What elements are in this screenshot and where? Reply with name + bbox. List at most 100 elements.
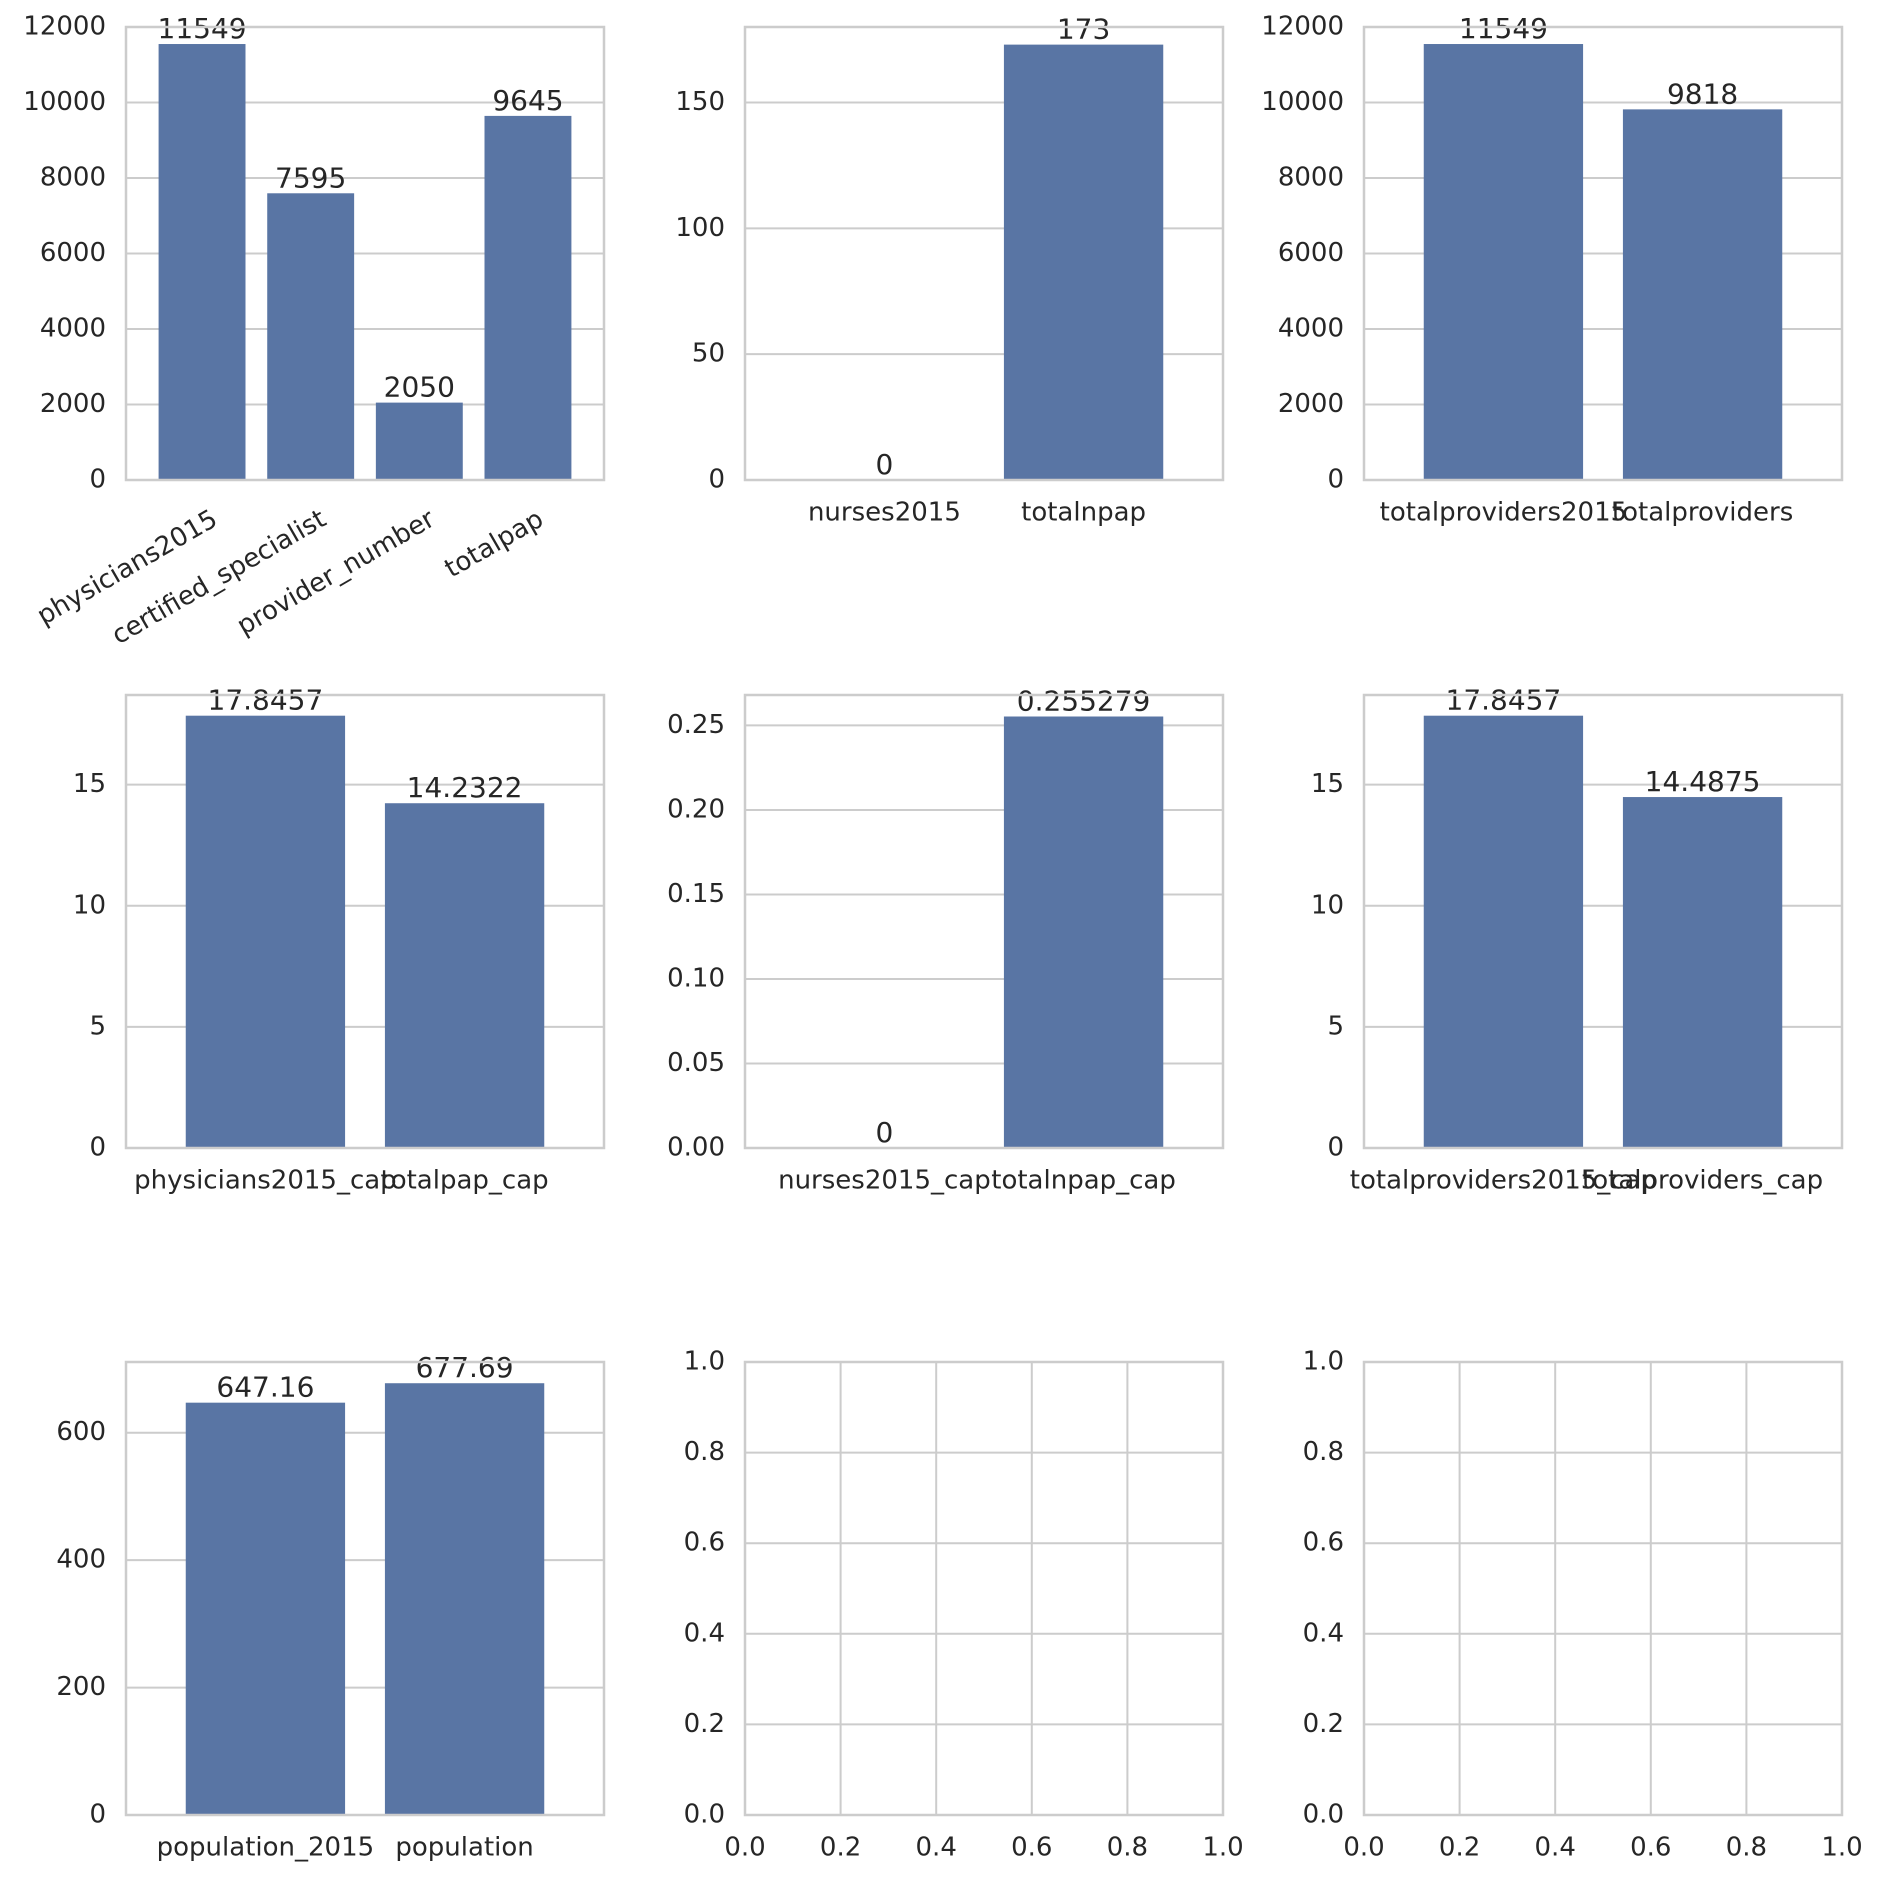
x-tick-label-totalpap: totalpap (440, 504, 549, 584)
bar-totalnpap_cap (1003, 716, 1164, 1148)
value-label-population_2015: 647.16 (216, 1371, 314, 1404)
axes-frame (743, 693, 1225, 1150)
value-label-population: 677.69 (416, 1351, 514, 1384)
bar-totalproviders2015_cap (1423, 715, 1584, 1148)
y-tick-label: 150 (675, 87, 725, 117)
y-tick-label: 0.4 (1303, 1618, 1344, 1648)
y-tick-label: 2000 (1278, 389, 1344, 419)
x-tick-label-physicians2015_cap: physicians2015_cap (134, 1165, 397, 1195)
x-tick-label: 1.0 (1821, 1832, 1862, 1862)
y-tick-label: 6000 (1278, 238, 1344, 268)
y-tick-label: 10 (73, 890, 106, 920)
axes-frame (1362, 1360, 1844, 1817)
x-tick-label-nurses2015: nurses2015 (808, 497, 961, 527)
bar-population (384, 1383, 545, 1815)
y-tick-label: 2000 (40, 389, 106, 419)
value-label-nurses2015_cap: 0 (876, 1116, 894, 1149)
bar-totalproviders2015 (1423, 44, 1584, 481)
x-tick-label-totalnpap: totalnpap (1021, 497, 1146, 527)
x-tick-label-totalproviders2015: totalproviders2015 (1380, 497, 1628, 527)
x-tick-label-totalproviders_cap: totalproviders_cap (1582, 1165, 1823, 1195)
x-tick-label-totalproviders2015_cap: totalproviders2015_cap (1350, 1165, 1657, 1195)
bar-totalnpap (1003, 44, 1164, 480)
bar-certified_specialist (267, 193, 355, 480)
y-tick-label: 0.2 (1303, 1709, 1344, 1739)
y-tick-label: 0.0 (684, 1800, 725, 1830)
y-tick-label: 6000 (40, 238, 106, 268)
value-label-totalproviders2015_cap: 17.8457 (1446, 684, 1562, 717)
x-tick-label: 0.2 (1439, 1832, 1480, 1862)
y-tick-label: 10000 (1261, 87, 1344, 117)
y-tick-label: 0.6 (684, 1528, 725, 1558)
y-tick-label: 0.20 (667, 794, 725, 824)
y-tick-label: 15 (73, 769, 106, 799)
y-tick-label: 1.0 (684, 1347, 725, 1377)
x-tick-label-totalnpap_cap: totalnpap_cap (991, 1165, 1176, 1195)
y-tick-label: 50 (692, 339, 725, 369)
subplot-2: 0 50 100 150 0 nurses2015 173 totalnpap (675, 13, 1225, 527)
y-tick-label: 0.8 (684, 1437, 725, 1467)
y-tick-label: 0.2 (684, 1709, 725, 1739)
y-tick-label: 5 (89, 1011, 106, 1041)
value-label-totalpap_cap: 14.2322 (407, 771, 523, 804)
value-label-physicians2015_cap: 17.8457 (208, 684, 324, 717)
y-tick-label: 0.4 (684, 1618, 725, 1648)
y-tick-label: 8000 (1278, 163, 1344, 193)
y-tick-label: 12000 (23, 12, 106, 42)
y-tick-label: 200 (56, 1672, 106, 1702)
y-tick-label: 0 (89, 1133, 106, 1163)
value-label-provider_number: 2050 (384, 371, 455, 404)
y-tick-label: 0 (89, 1800, 106, 1830)
y-tick-label: 10000 (23, 87, 106, 117)
y-tick-label: 5 (1327, 1011, 1344, 1041)
x-tick-label: 1.0 (1202, 1832, 1243, 1862)
value-label-nurses2015: 0 (876, 448, 894, 481)
bar-totalpap (484, 115, 572, 481)
y-tick-label: 8000 (40, 163, 106, 193)
y-tick-label: 0 (1327, 1133, 1344, 1163)
y-tick-label: 0.0 (1303, 1800, 1344, 1830)
value-label-totalnpap: 173 (1057, 13, 1110, 46)
subplot-8: 0.0 0.2 0.4 0.6 0.8 1.0 0.0 0.2 0.4 0.6 0.8 1.0 (684, 1347, 1244, 1863)
bar-totalproviders_cap (1622, 797, 1783, 1148)
y-tick-label: 1.0 (1303, 1347, 1344, 1377)
y-tick-label: 0 (89, 465, 106, 495)
y-tick-label: 100 (675, 213, 725, 243)
value-label-totalproviders: 9818 (1667, 77, 1738, 110)
value-label-certified_specialist: 7595 (275, 161, 346, 194)
subplot-3: 0 2000 4000 6000 8000 10000 12000 11549 totalpro… (1261, 12, 1844, 527)
value-label-physicians2015: 11549 (158, 12, 247, 45)
bar-physicians2015_cap (185, 715, 346, 1148)
subplot-7: 0 200 400 600 647.16 population_2015 677.69 pop… (56, 1351, 606, 1862)
axes-frame (1362, 693, 1844, 1150)
y-tick-label: 0.8 (1303, 1437, 1344, 1467)
value-label-totalproviders_cap: 14.4875 (1645, 765, 1761, 798)
x-tick-label: 0.4 (1535, 1832, 1576, 1862)
y-tick-label: 0.25 (667, 710, 725, 740)
bar-population_2015 (185, 1402, 346, 1815)
bar-totalpap_cap (384, 803, 545, 1148)
bar-physicians2015 (158, 44, 246, 481)
bar-totalproviders (1622, 109, 1783, 481)
x-tick-label: 0.8 (1726, 1832, 1767, 1862)
x-tick-label: 0.6 (1011, 1832, 1052, 1862)
y-tick-label: 0.15 (667, 879, 725, 909)
axes-frame (743, 1360, 1225, 1817)
subplot-6: 0 5 10 15 17.8457 totalproviders2015_cap 14.48… (1311, 684, 1844, 1195)
subplot-9: 0.0 0.2 0.4 0.6 0.8 1.0 0.0 0.2 0.4 0.6 0.8 1.0 (1303, 1347, 1863, 1863)
value-label-totalnpap_cap: 0.255279 (1017, 685, 1151, 718)
y-tick-label: 0.00 (667, 1133, 725, 1163)
y-tick-label: 12000 (1261, 12, 1344, 42)
x-tick-label-population_2015: population_2015 (157, 1832, 375, 1862)
axes-frame (124, 1360, 606, 1817)
y-tick-label: 0 (1327, 465, 1344, 495)
x-tick-label: 0.6 (1630, 1832, 1671, 1862)
y-tick-label: 10 (1311, 890, 1344, 920)
x-tick-label: 0.0 (724, 1832, 765, 1862)
y-tick-label: 0 (708, 465, 725, 495)
bar-provider_number (375, 402, 463, 480)
axes-frame (743, 25, 1225, 482)
x-tick-label-population: population (395, 1832, 533, 1862)
y-tick-label: 600 (56, 1417, 106, 1447)
